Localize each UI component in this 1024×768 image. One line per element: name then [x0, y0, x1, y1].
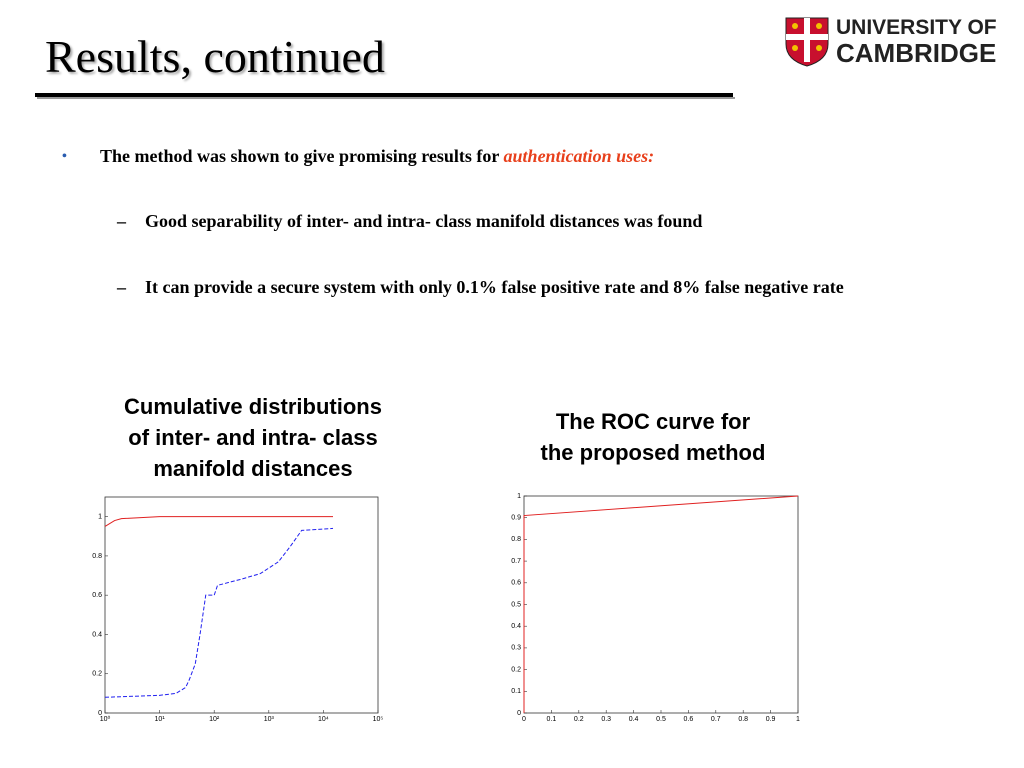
- y-tick-label: 0.9: [511, 515, 521, 522]
- caption-line: of inter- and intra- class: [128, 425, 378, 450]
- caption-line: manifold distances: [153, 456, 353, 481]
- caption-line: The ROC curve for: [555, 409, 751, 434]
- bullet-text: The method was shown to give promising r…: [100, 146, 504, 166]
- y-tick-label: 0.4: [92, 631, 102, 638]
- x-tick-label: 0.2: [574, 716, 584, 723]
- x-tick-label: 0.9: [766, 716, 776, 723]
- x-tick-label: 10¹: [155, 716, 166, 723]
- bullet: The method was shown to give promising r…: [62, 146, 655, 167]
- x-tick-label: 0.7: [711, 716, 721, 723]
- x-tick-label: 0.3: [601, 716, 611, 723]
- y-tick-label: 0.3: [511, 645, 521, 652]
- y-tick-label: 0.2: [92, 671, 102, 678]
- plot-frame: [104, 496, 379, 714]
- y-tick-label: 0.5: [511, 601, 521, 608]
- x-tick-label: 0.6: [684, 716, 694, 723]
- x-tick-label: 10⁴: [318, 716, 329, 723]
- data-line: [104, 516, 334, 527]
- y-tick-label: 0.7: [511, 558, 521, 565]
- title-rule-shadow: [37, 97, 735, 99]
- x-tick-label: 10⁵: [373, 716, 384, 723]
- x-tick-label: 0.5: [656, 716, 666, 723]
- y-tick-label: 0.8: [92, 553, 102, 560]
- chart-caption: The ROC curve for the proposed method: [473, 406, 833, 468]
- y-tick-label: 1: [98, 513, 102, 520]
- y-tick-label: 0: [98, 710, 102, 717]
- plot-frame: [523, 495, 799, 714]
- caption-line: Cumulative distributions: [124, 394, 382, 419]
- y-tick-label: 0.8: [511, 536, 521, 543]
- caption-line: the proposed method: [540, 440, 766, 465]
- x-tick-label: 0.1: [547, 716, 557, 723]
- x-tick-label: 10⁰: [100, 715, 111, 723]
- logo-line: CAMBRIDGE: [836, 38, 997, 68]
- logo-line: UNIVERSITY OF: [836, 16, 997, 39]
- cambridge-shield: [785, 17, 829, 67]
- slide-title: Results, continued: [45, 31, 385, 82]
- x-tick-label: 0.8: [738, 716, 748, 723]
- x-tick-label: 10³: [264, 716, 275, 723]
- sub-bullet: It can provide a secure system with only…: [117, 274, 857, 301]
- y-tick-label: 1: [517, 493, 521, 500]
- chart-caption: Cumulative distributions of inter- and i…: [73, 391, 433, 484]
- y-tick-label: 0: [517, 710, 521, 717]
- y-tick-label: 0.2: [511, 666, 521, 673]
- sub-bullet: Good separability of inter- and intra- c…: [117, 208, 857, 235]
- x-tick-label: 0: [522, 716, 526, 723]
- x-tick-label: 1: [796, 716, 800, 723]
- y-tick-label: 0.6: [92, 592, 102, 599]
- y-tick-label: 0.4: [511, 623, 521, 630]
- bullet-emphasis: authentication uses:: [503, 146, 655, 166]
- data-line: [523, 495, 799, 713]
- title-rule: [35, 93, 733, 97]
- y-tick-label: 0.1: [511, 688, 521, 695]
- x-tick-label: 10²: [209, 716, 220, 723]
- x-tick-label: 0.4: [629, 716, 639, 723]
- data-line: [104, 527, 334, 698]
- y-tick-label: 0.6: [511, 580, 521, 587]
